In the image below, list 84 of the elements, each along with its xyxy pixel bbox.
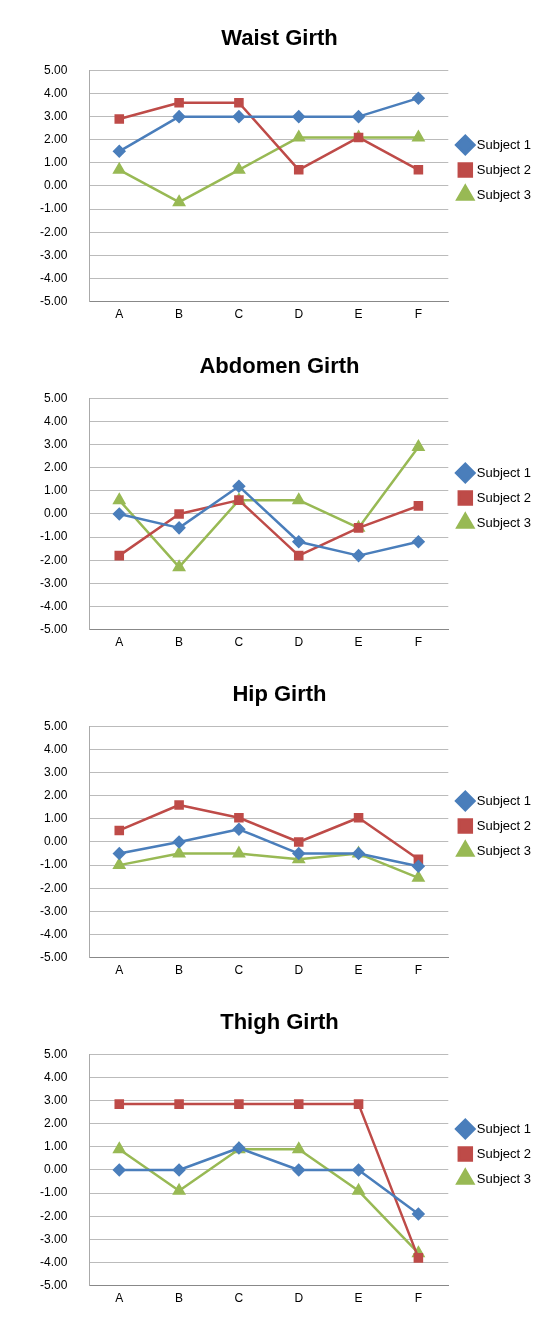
y-tick-label: 1.00	[43, 1139, 68, 1154]
x-tick-label: C	[234, 1291, 244, 1306]
y-tick-label: 0.00	[43, 1162, 68, 1177]
legend-label: Subject 3	[476, 514, 531, 530]
y-tick-label: -2.00	[39, 880, 68, 895]
y-tick-label: 1.00	[43, 155, 68, 170]
x-tick-label: D	[294, 635, 304, 650]
legend-label: Subject 1	[476, 136, 531, 152]
y-tick-label: 4.00	[43, 741, 68, 756]
y-tick-label: -4.00	[39, 270, 68, 285]
y-tick-label: 2.00	[43, 460, 68, 475]
x-tick-label: E	[354, 963, 363, 978]
legend-label: Subject 2	[476, 817, 531, 833]
y-tick-label: -4.00	[39, 598, 68, 613]
y-tick-label: -3.00	[39, 247, 68, 262]
x-tick-label: A	[115, 963, 124, 978]
y-tick-label: -1.00	[39, 1185, 68, 1200]
y-tick-label: -5.00	[39, 293, 68, 308]
y-tick-label: -2.00	[39, 224, 68, 239]
legend-label: Subject 2	[476, 161, 531, 177]
x-tick-label: C	[234, 635, 244, 650]
y-tick-label: 2.00	[43, 132, 68, 147]
y-tick-label: -4.00	[39, 926, 68, 941]
x-tick-label: B	[175, 1291, 184, 1306]
x-tick-label: B	[175, 635, 184, 650]
y-tick-label: 4.00	[43, 85, 68, 100]
chart-title: Abdomen Girth	[199, 353, 360, 379]
legend-label: Subject 2	[476, 1145, 531, 1161]
legend-label: Subject 3	[476, 842, 531, 858]
y-tick-label: -2.00	[39, 552, 68, 567]
legend-label: Subject 1	[476, 792, 531, 808]
x-tick-label: F	[414, 635, 423, 650]
x-tick-label: C	[234, 963, 244, 978]
chart-title: Hip Girth	[232, 681, 327, 707]
y-tick-label: 0.00	[43, 834, 68, 849]
y-tick-label: -3.00	[39, 903, 68, 918]
legend-label: Subject 1	[476, 464, 531, 480]
x-tick-label: F	[414, 307, 423, 322]
legend-label: Subject 3	[476, 1170, 531, 1186]
legend-label: Subject 3	[476, 186, 531, 202]
y-tick-label: -5.00	[39, 621, 68, 636]
y-tick-label: -1.00	[39, 857, 68, 872]
x-tick-label: E	[354, 307, 363, 322]
y-tick-label: 4.00	[43, 1069, 68, 1084]
y-tick-label: -4.00	[39, 1254, 68, 1269]
x-tick-label: D	[294, 963, 304, 978]
y-tick-label: 5.00	[43, 62, 68, 77]
y-tick-label: 1.00	[43, 483, 68, 498]
y-tick-label: 0.00	[43, 506, 68, 521]
chart-title: Thigh Girth	[220, 1009, 339, 1035]
y-tick-label: 3.00	[43, 108, 68, 123]
y-tick-label: -5.00	[39, 1277, 68, 1292]
legend-label: Subject 1	[476, 1120, 531, 1136]
y-tick-label: 5.00	[43, 718, 68, 733]
y-tick-label: -2.00	[39, 1208, 68, 1223]
x-tick-label: F	[414, 1291, 423, 1306]
x-tick-label: D	[294, 1291, 304, 1306]
y-tick-label: 4.00	[43, 413, 68, 428]
y-tick-label: 2.00	[43, 788, 68, 803]
y-tick-label: -3.00	[39, 575, 68, 590]
x-tick-label: E	[354, 1291, 363, 1306]
legend-label: Subject 2	[476, 489, 531, 505]
x-tick-label: D	[294, 307, 304, 322]
y-tick-label: -1.00	[39, 529, 68, 544]
y-tick-label: 2.00	[43, 1116, 68, 1131]
y-tick-label: 3.00	[43, 764, 68, 779]
x-tick-label: B	[175, 963, 184, 978]
x-tick-label: A	[115, 635, 124, 650]
y-tick-label: 3.00	[43, 1092, 68, 1107]
x-tick-label: A	[115, 1291, 124, 1306]
y-tick-label: -1.00	[39, 201, 68, 216]
chart-title: Waist Girth	[221, 25, 338, 51]
x-tick-label: B	[175, 307, 184, 322]
x-tick-label: C	[234, 307, 244, 322]
y-tick-label: 3.00	[43, 436, 68, 451]
x-tick-label: A	[115, 307, 124, 322]
y-tick-label: 0.00	[43, 178, 68, 193]
y-tick-label: -5.00	[39, 949, 68, 964]
x-tick-label: E	[354, 635, 363, 650]
y-tick-label: 5.00	[43, 390, 68, 405]
x-tick-label: F	[414, 963, 423, 978]
y-tick-label: 5.00	[43, 1046, 68, 1061]
y-tick-label: 1.00	[43, 811, 68, 826]
y-tick-label: -3.00	[39, 1231, 68, 1246]
